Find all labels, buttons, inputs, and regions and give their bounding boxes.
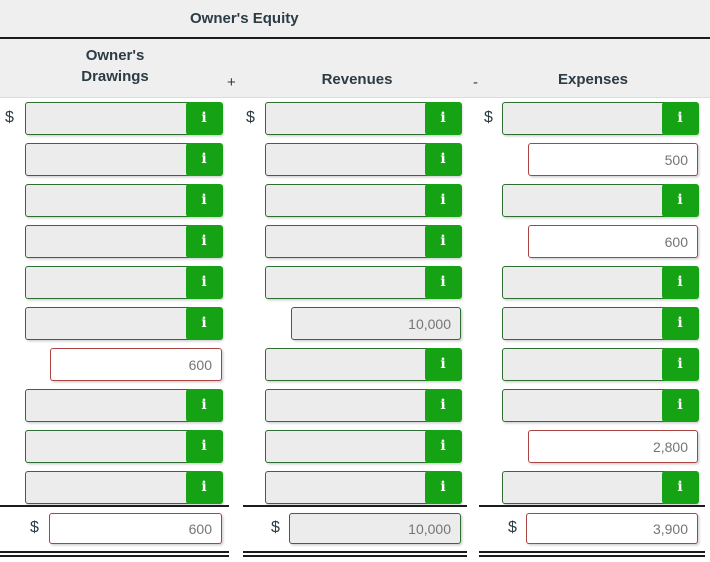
revenues-row-10: i xyxy=(265,470,462,504)
info-button[interactable]: i xyxy=(661,265,699,299)
drawings-row-5: i xyxy=(25,265,223,299)
column-header-revenues: Revenues xyxy=(321,71,393,88)
expenses-row-10: i xyxy=(502,470,699,504)
column-header-line2: Drawings xyxy=(81,68,149,85)
column-header-line1: Owner's xyxy=(85,47,145,64)
drawings-row-1: i xyxy=(25,101,223,135)
title-band xyxy=(0,0,710,37)
revenues-row-8: i xyxy=(265,388,462,422)
revenues-row-3: i xyxy=(265,183,462,217)
revenues-row-1: i xyxy=(265,101,462,135)
amount-input-filled[interactable] xyxy=(51,349,221,380)
revenues-row-7: i xyxy=(265,347,462,381)
title-divider-rule xyxy=(0,37,710,39)
expenses-double-rule-bottom xyxy=(479,555,705,557)
currency-symbol: $ xyxy=(5,109,14,126)
info-button[interactable]: i xyxy=(185,183,223,217)
amount-input-filled[interactable] xyxy=(529,144,697,175)
revenues-total xyxy=(289,513,461,544)
revenues-double-rule-bottom xyxy=(243,555,467,557)
drawings-total-rule xyxy=(0,505,229,507)
expenses-row-1: i xyxy=(502,101,699,135)
drawings-double-rule-bottom xyxy=(0,555,229,557)
info-button[interactable]: i xyxy=(185,265,223,299)
info-button[interactable]: i xyxy=(424,142,462,176)
info-button[interactable]: i xyxy=(185,429,223,463)
drawings-row-4: i xyxy=(25,224,223,258)
expenses-row-7: i xyxy=(502,347,699,381)
revenues-row-5: i xyxy=(265,265,462,299)
column-header-expenses: Expenses xyxy=(557,71,629,88)
currency-symbol: $ xyxy=(484,109,493,126)
info-button[interactable]: i xyxy=(424,183,462,217)
total-input-revenues xyxy=(290,514,460,543)
info-button[interactable]: i xyxy=(424,265,462,299)
plus-operator: + xyxy=(227,74,236,91)
drawings-row-9: i xyxy=(25,429,223,463)
info-button[interactable]: i xyxy=(661,470,699,504)
info-button[interactable]: i xyxy=(661,388,699,422)
info-button[interactable]: i xyxy=(185,306,223,340)
revenues-row-2: i xyxy=(265,142,462,176)
drawings-double-rule-top xyxy=(0,551,229,553)
drawings-row-8: i xyxy=(25,388,223,422)
expenses-row-9 xyxy=(528,430,698,463)
info-button[interactable]: i xyxy=(424,347,462,381)
expenses-row-2 xyxy=(528,143,698,176)
expenses-row-8: i xyxy=(502,388,699,422)
info-button[interactable]: i xyxy=(661,306,699,340)
currency-symbol: $ xyxy=(508,519,517,536)
info-button[interactable]: i xyxy=(661,101,699,135)
info-button[interactable]: i xyxy=(185,142,223,176)
info-button[interactable]: i xyxy=(661,347,699,381)
column-header-owners-drawings: Owner's Drawings xyxy=(40,45,190,87)
total-input-expenses[interactable] xyxy=(527,514,697,543)
column-header-band xyxy=(0,39,710,98)
info-button[interactable]: i xyxy=(185,101,223,135)
drawings-row-10: i xyxy=(25,470,223,504)
info-button[interactable]: i xyxy=(424,388,462,422)
expenses-total xyxy=(526,513,698,544)
drawings-row-6: i xyxy=(25,306,223,340)
expenses-total-rule xyxy=(479,505,705,507)
info-button[interactable]: i xyxy=(185,388,223,422)
info-button[interactable]: i xyxy=(424,470,462,504)
amount-input-prefilled xyxy=(292,308,460,339)
drawings-row-7 xyxy=(50,348,222,381)
currency-symbol: $ xyxy=(30,519,39,536)
info-button[interactable]: i xyxy=(424,101,462,135)
amount-input-filled[interactable] xyxy=(529,226,697,257)
expenses-row-3: i xyxy=(502,183,699,217)
info-button[interactable]: i xyxy=(424,224,462,258)
revenues-double-rule-top xyxy=(243,551,467,553)
total-input-drawings[interactable] xyxy=(50,514,221,543)
revenues-row-4: i xyxy=(265,224,462,258)
drawings-row-2: i xyxy=(25,142,223,176)
revenues-total-rule xyxy=(243,505,467,507)
info-button[interactable]: i xyxy=(185,224,223,258)
info-button[interactable]: i xyxy=(661,183,699,217)
page-title: Owner's Equity xyxy=(190,10,299,27)
expenses-row-6: i xyxy=(502,306,699,340)
currency-symbol: $ xyxy=(246,109,255,126)
info-button[interactable]: i xyxy=(185,470,223,504)
drawings-total xyxy=(49,513,222,544)
expenses-row-5: i xyxy=(502,265,699,299)
revenues-row-9: i xyxy=(265,429,462,463)
minus-operator: - xyxy=(473,74,478,91)
info-button[interactable]: i xyxy=(424,429,462,463)
expenses-double-rule-top xyxy=(479,551,705,553)
drawings-row-3: i xyxy=(25,183,223,217)
revenues-row-6 xyxy=(291,307,461,340)
amount-input-filled[interactable] xyxy=(529,431,697,462)
expenses-row-4 xyxy=(528,225,698,258)
currency-symbol: $ xyxy=(271,519,280,536)
